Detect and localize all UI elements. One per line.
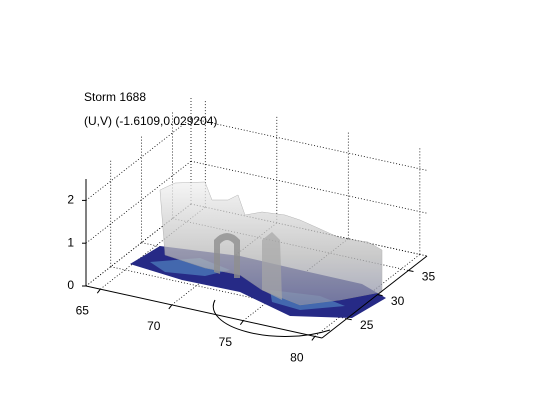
iso-column <box>262 232 282 300</box>
chart-title: Storm 1688 <box>84 90 146 104</box>
x-axis <box>85 285 323 339</box>
grid-line <box>190 118 428 171</box>
x-tick-label: 70 <box>147 319 161 333</box>
x-tick <box>168 304 173 310</box>
x-tick <box>96 288 101 294</box>
z-tick-label: 1 <box>67 235 74 249</box>
isosurface <box>130 181 386 337</box>
z-tick-label: 0 <box>67 278 74 292</box>
chart-subtitle: (U,V) (-1.6109,0.029204) <box>84 114 217 128</box>
x-tick <box>239 320 244 325</box>
x-tick <box>311 336 316 341</box>
y-tick <box>408 269 414 272</box>
y-tick <box>377 294 383 297</box>
y-tick <box>346 318 352 321</box>
y-tick-label: 30 <box>391 294 405 308</box>
y-axis <box>321 255 428 339</box>
x-tick-label: 75 <box>219 335 233 349</box>
grid-line <box>190 160 428 214</box>
axis-layer: 65 70 75 80 25 30 35 0 1 2 <box>67 179 435 365</box>
iso-arch <box>214 233 240 278</box>
x-tick-label: 80 <box>290 351 304 365</box>
y-tick-label: 35 <box>422 270 436 284</box>
y-tick-label: 25 <box>360 318 374 332</box>
x-tick-label: 65 <box>76 303 90 317</box>
grid-line <box>85 118 192 201</box>
grid-line <box>85 160 192 244</box>
z-tick-label: 2 <box>67 193 74 207</box>
